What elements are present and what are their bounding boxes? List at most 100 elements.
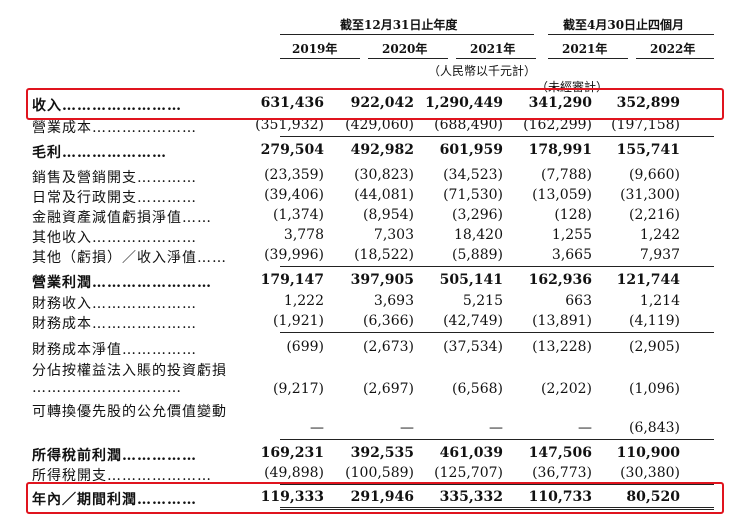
row-revenue-2020: 922,042 [350,95,414,111]
row-revenue-4m2022: 352,899 [616,95,680,111]
row-net-2020: 291,946 [350,489,414,505]
year-col-4: 2022年 [650,42,696,56]
row-fair-value-2021: — [489,420,503,436]
year-col-1: 2020年 [382,42,428,56]
row-cost-2019: (351,932) [255,117,324,133]
row-equity-2019: (9,217) [272,381,324,397]
row-revenue-4m2021: 341,290 [528,95,592,111]
row-fair-value-2019: — [310,420,324,436]
row-label-profit-before-tax: 所得稅前利潤…………… [32,448,197,464]
subtotal-rule-net [280,484,714,485]
year-col-2: 2021年 [470,42,516,56]
row-admin-4m2022: (31,300) [620,187,680,203]
row-pretax-4m2021: 147,506 [528,445,592,461]
row-finance-costs-2021: (42,749) [443,313,503,329]
row-pretax-4m2022: 110,900 [616,445,680,461]
row-pretax-2019: 169,231 [260,445,324,461]
row-gross-2021: 601,959 [439,142,503,158]
row-label-net-profit: 年內／期間利潤………… [32,492,197,508]
row-impairment-4m2021: (128) [554,207,592,223]
row-net-finance-2020: (2,673) [362,339,414,355]
row-fair-value-4m2022: (6,843) [628,420,680,436]
row-label-finance-costs: 財務成本………………… [32,316,197,332]
row-admin-2021: (71,530) [443,187,503,203]
row-operating-2019: 179,147 [260,272,324,288]
row-selling-4m2022: (9,660) [628,167,680,183]
row-selling-2020: (30,823) [354,167,414,183]
row-gross-4m2022: 155,741 [616,142,680,158]
row-label-finance-income: 財務收入………………… [32,296,197,312]
period-header-four-months: 截至4月30日止四個月 [563,18,685,32]
row-revenue-2021: 1,290,449 [425,95,503,111]
row-finance-costs-4m2022: (4,119) [628,313,680,329]
period-header-year-end: 截至12月31日止年度 [340,18,458,32]
total-rule-net [280,507,714,510]
highlight-box-net-profit [26,482,724,514]
row-other-losses-2019: (39,996) [264,247,324,263]
row-label-income-tax: 所得稅開支………………… [32,468,212,484]
row-label-selling-expenses: 銷售及營銷開支………… [32,170,197,186]
row-net-2021: 335,332 [439,489,503,505]
highlight-box-revenue [26,88,724,120]
row-tax-2021: (125,707) [434,465,503,481]
row-fair-value-2020: — [400,420,414,436]
row-cost-2020: (429,060) [345,117,414,133]
row-operating-4m2022: 121,744 [616,272,680,288]
row-finance-costs-2019: (1,921) [272,313,324,329]
subtotal-rule-pretax [280,439,714,440]
year-rule-0 [280,58,360,59]
row-admin-2019: (39,406) [264,187,324,203]
row-selling-4m2021: (7,788) [540,167,592,183]
row-label-revenue: 收入…………………… [32,98,182,114]
row-selling-2019: (23,359) [264,167,324,183]
row-equity-4m2022: (1,096) [628,381,680,397]
row-equity-4m2021: (2,202) [540,381,592,397]
year-rule-4 [636,58,714,59]
row-operating-4m2021: 162,936 [528,272,592,288]
row-finance-costs-2020: (6,366) [362,313,414,329]
row-other-income-4m2022: 1,242 [639,227,680,243]
row-operating-2020: 397,905 [350,272,414,288]
row-net-finance-2019: (699) [286,339,324,355]
row-gross-2019: 279,504 [260,142,324,158]
row-gross-4m2021: 178,991 [528,142,592,158]
row-net-finance-2021: (37,534) [443,339,503,355]
row-label-operating-profit: 營業利潤…………………… [32,275,212,291]
row-cost-4m2021: (162,299) [523,117,592,133]
row-admin-4m2021: (13,059) [532,187,592,203]
subtotal-rule-finance [280,332,714,333]
row-other-income-2021: 18,420 [454,227,503,243]
row-other-income-4m2021: 1,255 [551,227,592,243]
year-col-0: 2019年 [292,42,338,56]
row-selling-2021: (34,523) [443,167,503,183]
row-equity-2020: (2,697) [362,381,414,397]
row-label-net-finance-costs: 財務成本淨值…………… [32,342,197,358]
row-pretax-2020: 392,535 [350,445,414,461]
row-other-losses-2020: (18,522) [354,247,414,263]
row-tax-4m2022: (30,380) [620,465,680,481]
year-rule-3 [548,58,628,59]
row-other-losses-2021: (5,889) [451,247,503,263]
row-equity-2021: (6,568) [451,381,503,397]
row-finance-income-2021: 5,215 [462,293,503,309]
row-impairment-4m2022: (2,216) [628,207,680,223]
row-other-income-2019: 3,778 [283,227,324,243]
row-other-income-2020: 7,303 [373,227,414,243]
row-finance-income-4m2022: 1,214 [639,293,680,309]
row-cost-4m2022: (197,158) [611,117,680,133]
row-gross-2020: 492,982 [350,142,414,158]
row-other-losses-4m2022: 7,937 [639,247,680,263]
row-impairment-2019: (1,374) [272,207,324,223]
row-label-fair-value-change: 可轉換優先股的公允價值變動 [32,404,227,420]
row-pretax-2021: 461,039 [439,445,503,461]
row-finance-costs-4m2021: (13,891) [532,313,592,329]
year-rule-1 [368,58,448,59]
row-operating-2021: 505,141 [439,272,503,288]
unaudited-note: （未經審計） [536,80,609,94]
row-finance-income-2020: 3,693 [373,293,414,309]
row-tax-2019: (49,898) [264,465,324,481]
row-label-other-income: 其他收入………………… [32,230,197,246]
row-impairment-2021: (3,296) [451,207,503,223]
row-net-2019: 119,333 [260,489,324,505]
row-label-gross-profit: 毛利………………… [32,145,167,161]
